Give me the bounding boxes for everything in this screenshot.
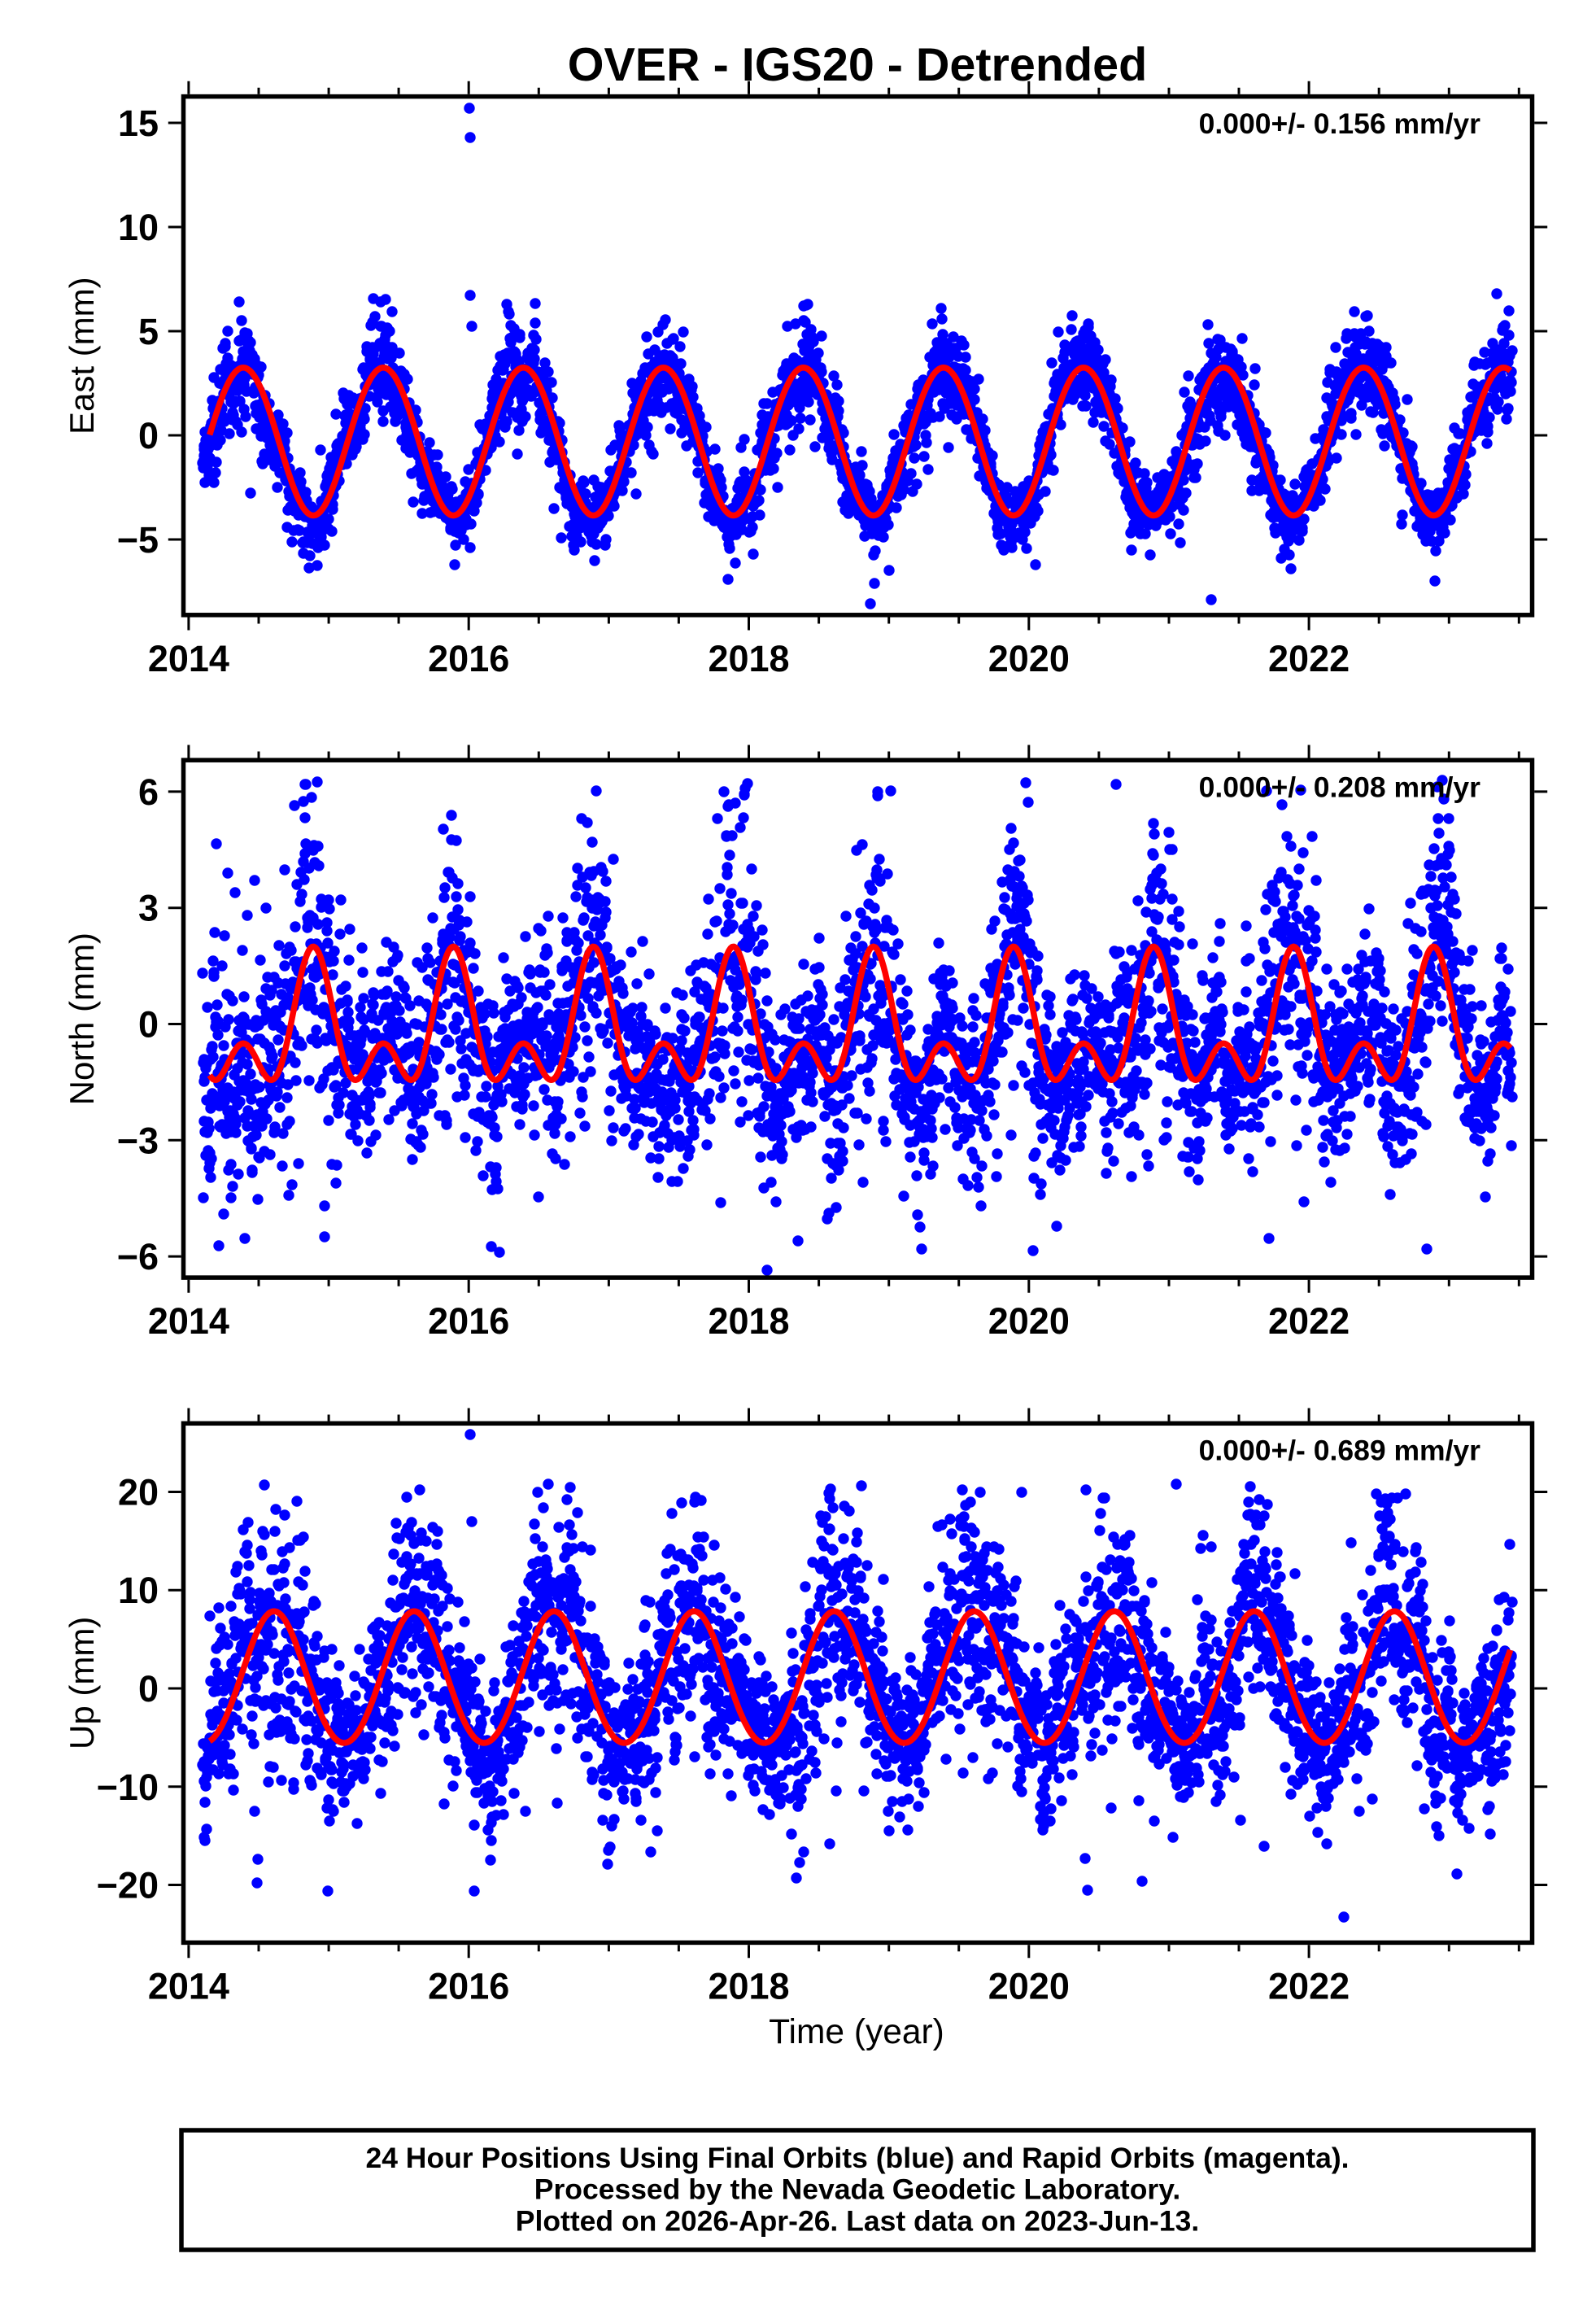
svg-text:−6: −6 [117,1236,159,1277]
svg-text:10: 10 [118,1570,159,1611]
svg-text:2018: 2018 [708,1300,789,1342]
svg-text:10: 10 [118,207,159,248]
svg-text:−3: −3 [117,1120,159,1161]
svg-text:0.000+/- 0.156 mm/yr: 0.000+/- 0.156 mm/yr [1199,107,1481,140]
svg-text:24 Hour Positions Using Final: 24 Hour Positions Using Final Orbits (bl… [365,2142,1349,2174]
svg-text:2022: 2022 [1268,638,1350,679]
svg-text:East (mm): East (mm) [63,277,101,435]
svg-text:2022: 2022 [1268,1300,1350,1342]
svg-text:2014: 2014 [148,1300,229,1342]
svg-text:3: 3 [138,888,159,929]
svg-text:2018: 2018 [708,638,789,679]
svg-text:0.000+/- 0.689 mm/yr: 0.000+/- 0.689 mm/yr [1199,1435,1481,1467]
svg-text:0.000+/- 0.208 mm/yr: 0.000+/- 0.208 mm/yr [1199,771,1481,804]
svg-text:Time (year): Time (year) [769,2013,944,2051]
svg-text:OVER - IGS20 - Detrended: OVER - IGS20 - Detrended [568,39,1148,91]
svg-text:Plotted on 2026-Apr-26. Last d: Plotted on 2026-Apr-26. Last data on 202… [516,2205,1199,2238]
svg-text:2020: 2020 [988,638,1070,679]
svg-text:0: 0 [138,1004,159,1046]
svg-text:2020: 2020 [988,1300,1070,1342]
svg-text:2018: 2018 [708,1965,789,2007]
svg-text:0: 0 [138,1668,159,1710]
svg-text:0: 0 [138,415,159,456]
svg-text:−5: −5 [117,519,159,561]
svg-text:2016: 2016 [428,638,509,679]
svg-text:−10: −10 [97,1767,159,1808]
svg-text:2016: 2016 [428,1300,509,1342]
svg-text:2014: 2014 [148,1965,229,2007]
svg-text:2022: 2022 [1268,1965,1350,2007]
svg-text:15: 15 [118,103,159,144]
svg-text:−20: −20 [97,1865,159,1906]
svg-text:2014: 2014 [148,638,229,679]
svg-text:2020: 2020 [988,1965,1070,2007]
svg-text:2016: 2016 [428,1965,509,2007]
svg-text:6: 6 [138,771,159,813]
svg-text:Processed by the Nevada Geodet: Processed by the Nevada Geodetic Laborat… [534,2173,1180,2205]
svg-text:20: 20 [118,1472,159,1513]
svg-text:5: 5 [138,311,159,352]
svg-text:North (mm): North (mm) [63,932,101,1105]
svg-text:Up (mm): Up (mm) [63,1617,101,1749]
